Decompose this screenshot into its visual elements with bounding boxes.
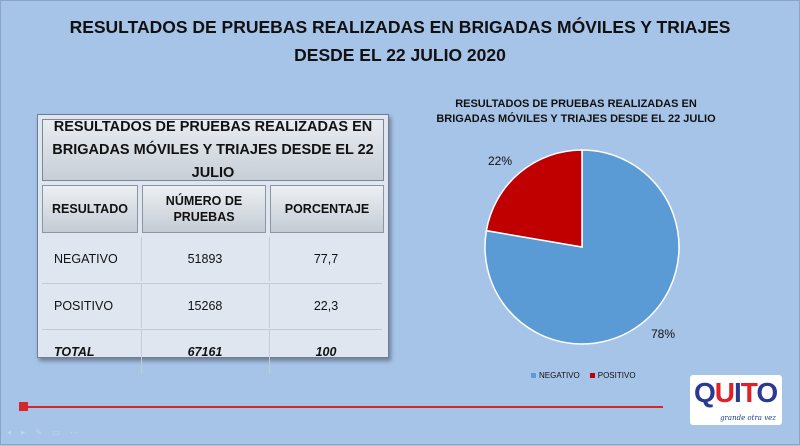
table-title-line2: BRIGADAS MÓVILES Y TRIAJES DESDE EL 22 J… [52,141,374,181]
logo-letter: Q [694,377,716,408]
column-header-numero-line1: NÚMERO DE [165,194,243,208]
cell-porcentaje: 77,7 [313,252,339,266]
cell-numero: 67161 [187,345,223,359]
cell-resultado: TOTAL [54,345,95,359]
legend-label: NEGATIVO [539,371,580,380]
logo-wordmark: QUITO [694,377,778,409]
page-title-line2: DESDE EL 22 JULIO 2020 [294,45,506,65]
cell-porcentaje: 100 [315,345,337,359]
cell-numero: 15268 [187,299,223,313]
cell-numero: 51893 [187,252,223,266]
table-row-total: TOTAL 67161 100 [42,330,382,374]
logo-letter: U [714,377,735,408]
table-title: RESULTADOS DE PRUEBAS REALIZADAS EN BRIG… [42,119,384,181]
legend-swatch [531,373,536,379]
quito-logo: QUITO grande otra vez [690,375,782,425]
results-table: RESULTADOS DE PRUEBAS REALIZADAS EN BRIG… [37,114,389,374]
data-label-negativo: 78% [651,327,676,341]
page-title-line1: RESULTADOS DE PRUEBAS REALIZADAS EN BRIG… [69,17,731,37]
column-header-porcentaje: PORCENTAJE [270,185,384,233]
legend-swatch [589,373,595,379]
legend-item-positivo: POSITIVO [589,371,636,380]
column-header-resultado: RESULTADO [42,185,138,233]
data-label-positivo: 22% [488,154,513,168]
pie-slice-positivo [485,149,583,248]
cell-resultado: NEGATIVO [54,252,118,266]
column-header-numero: NÚMERO DE PRUEBAS [142,185,266,233]
accent-line [23,406,663,408]
row-divider [42,329,382,330]
chart-title-line2: BRIGADAS MÓVILES Y TRIAJES DESDE EL 22 J… [436,113,716,125]
cell-resultado: POSITIVO [54,299,114,313]
page-title: RESULTADOS DE PRUEBAS REALIZADAS EN BRIG… [61,13,739,69]
column-header-numero-line2: PRUEBAS [173,210,235,224]
logo-letter: I [734,377,742,408]
column-header-porcentaje-label: PORCENTAJE [284,202,370,216]
cell-porcentaje: 22,3 [313,299,339,313]
column-header-resultado-label: RESULTADO [52,202,128,216]
accent-square [19,402,28,411]
table-row: NEGATIVO 51893 77,7 [42,237,382,281]
table-row: POSITIVO 15268 22,3 [42,284,382,328]
pie-slice-negativo [484,149,680,345]
chart-title-line1: RESULTADOS DE PRUEBAS REALIZADAS EN [455,98,697,110]
logo-letter: T [740,377,758,408]
chart-title: RESULTADOS DE PRUEBAS REALIZADAS EN BRIG… [426,97,726,127]
logo-letter: O [756,377,778,408]
chart-legend: NEGATIVO POSITIVO [531,371,636,380]
legend-item-negativo: NEGATIVO [531,371,580,380]
row-divider [42,283,382,284]
logo-tagline: grande otra vez [720,414,776,422]
slide-nav-icons[interactable]: ◂ ▸ ✎ ▭ ⋯ [7,428,83,437]
legend-label: POSITIVO [597,371,636,380]
table-title-line1: RESULTADOS DE PRUEBAS REALIZADAS EN [53,118,373,135]
